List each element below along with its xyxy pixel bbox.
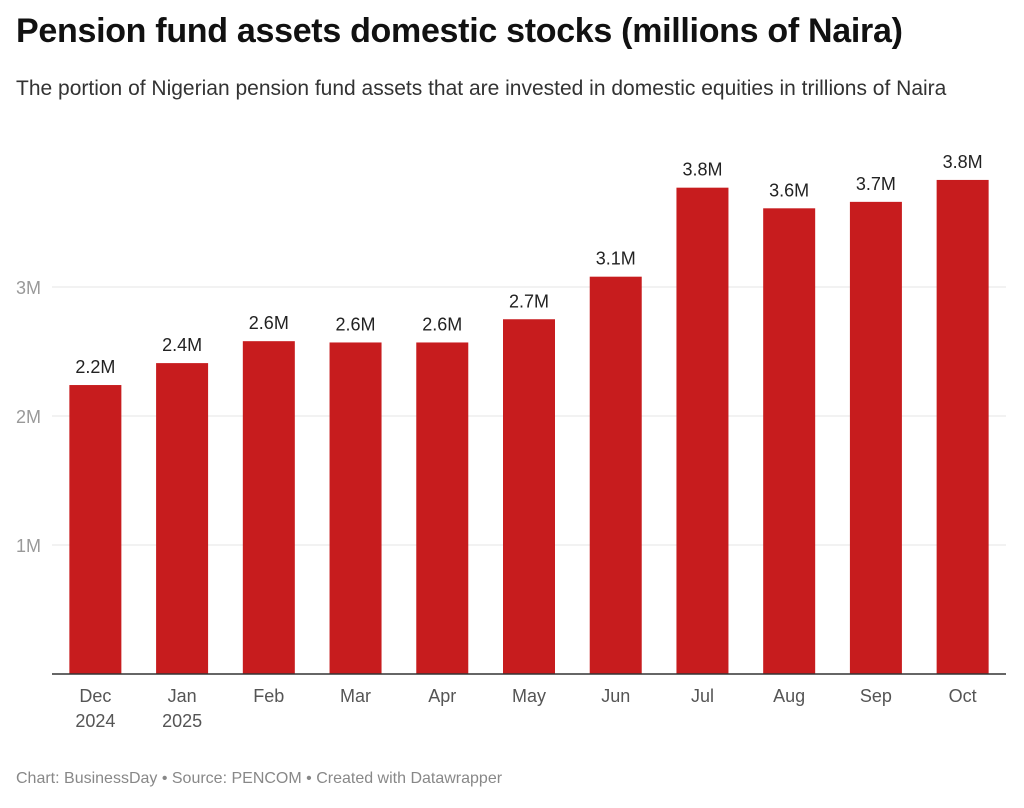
y-tick-label: 2M <box>16 407 41 427</box>
chart-title: Pension fund assets domestic stocks (mil… <box>16 12 903 50</box>
data-label: 2.6M <box>422 314 462 334</box>
bar <box>416 342 469 674</box>
bar <box>242 341 295 674</box>
x-tick-label: Jan <box>168 686 197 706</box>
x-tick-label: May <box>512 686 546 706</box>
data-label: 2.6M <box>249 313 289 333</box>
bar <box>849 201 902 675</box>
chart-subtitle: The portion of Nigerian pension fund ass… <box>16 77 947 100</box>
x-tick-label: Mar <box>340 686 371 706</box>
bar <box>763 208 816 674</box>
bars <box>52 179 1006 675</box>
x-tick-label: Sep <box>860 686 892 706</box>
data-label: 2.2M <box>75 357 115 377</box>
data-label: 2.4M <box>162 335 202 355</box>
data-label: 3.6M <box>769 180 809 200</box>
labels: 1M 2M 3M 2.2M Dec 2024 2.4M Jan 2025 2.6M Feb 2.6M M… <box>16 152 983 731</box>
x-tick-label: 2024 <box>75 711 115 731</box>
data-label: 3.8M <box>682 160 722 180</box>
x-tick-label: 2025 <box>162 711 202 731</box>
data-label: 2.7M <box>509 291 549 311</box>
bar <box>503 319 555 674</box>
bar <box>329 342 382 674</box>
data-label: 3.7M <box>856 174 896 194</box>
data-label: 3.8M <box>943 152 983 172</box>
x-tick-label: Jul <box>691 686 714 706</box>
y-tick-label: 1M <box>16 536 41 556</box>
x-tick-label: Apr <box>428 686 456 706</box>
bar <box>589 276 642 674</box>
data-label: 3.1M <box>596 249 636 269</box>
bar <box>676 187 729 675</box>
bar <box>69 385 122 674</box>
y-tick-label: 3M <box>16 278 41 298</box>
bar <box>936 179 989 674</box>
x-tick-label: Aug <box>773 686 805 706</box>
x-tick-label: Oct <box>949 686 977 706</box>
x-tick-label: Dec <box>79 686 111 706</box>
x-tick-label: Feb <box>253 686 284 706</box>
chart-footer: Chart: BusinessDay • Source: PENCOM • Cr… <box>16 770 503 787</box>
bar <box>156 363 209 674</box>
x-tick-label: Jun <box>601 686 630 706</box>
data-label: 2.6M <box>336 314 376 334</box>
